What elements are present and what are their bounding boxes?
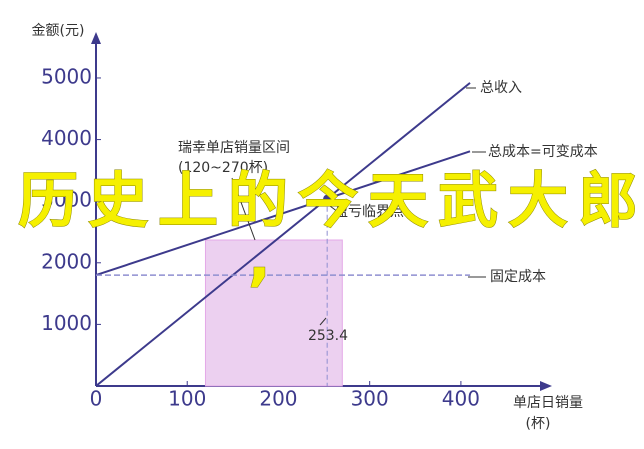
overlay-text: 历史上的今天武大郎: [18, 167, 638, 237]
y-tick-label: 4000: [41, 126, 92, 150]
y-tick-label: 1000: [41, 311, 92, 335]
x-arrow: [540, 381, 552, 391]
range-label: (120~270杯): [178, 160, 268, 176]
legend-label: 总收入: [480, 80, 522, 96]
legend-label: 固定成本: [490, 269, 546, 285]
x-tick-label: 400: [442, 387, 480, 411]
series-line: [95, 82, 471, 387]
range-band: [204, 239, 343, 387]
break-even-point: [323, 194, 332, 203]
range-label: 瑞幸单店销量区间: [178, 140, 290, 156]
x-tick-label: 300: [351, 387, 389, 411]
y-arrow: [91, 32, 101, 44]
break-even-label: 盈亏临界点: [334, 204, 404, 220]
x-axis-label: (杯): [526, 416, 551, 432]
x-tick-label: 200: [259, 387, 297, 411]
x-axis-label: 单店日销量: [513, 395, 583, 411]
y-tick-label: 5000: [41, 64, 92, 88]
leader-line: [319, 317, 327, 326]
x-tick-label: 0: [90, 387, 103, 411]
y-axis-label: 金额(元): [32, 23, 85, 39]
x-tick-label: 100: [168, 387, 206, 411]
legend-label: 总成本=可变成本: [488, 144, 598, 160]
overlay-text: ,: [248, 224, 271, 294]
leader-line: [231, 177, 256, 241]
y-tick-label: 2000: [41, 249, 92, 273]
series-line: [95, 150, 471, 277]
leader-line: [325, 202, 339, 213]
break-even-x-label: 253.4: [308, 328, 348, 344]
y-tick-label: 3000: [41, 188, 92, 212]
